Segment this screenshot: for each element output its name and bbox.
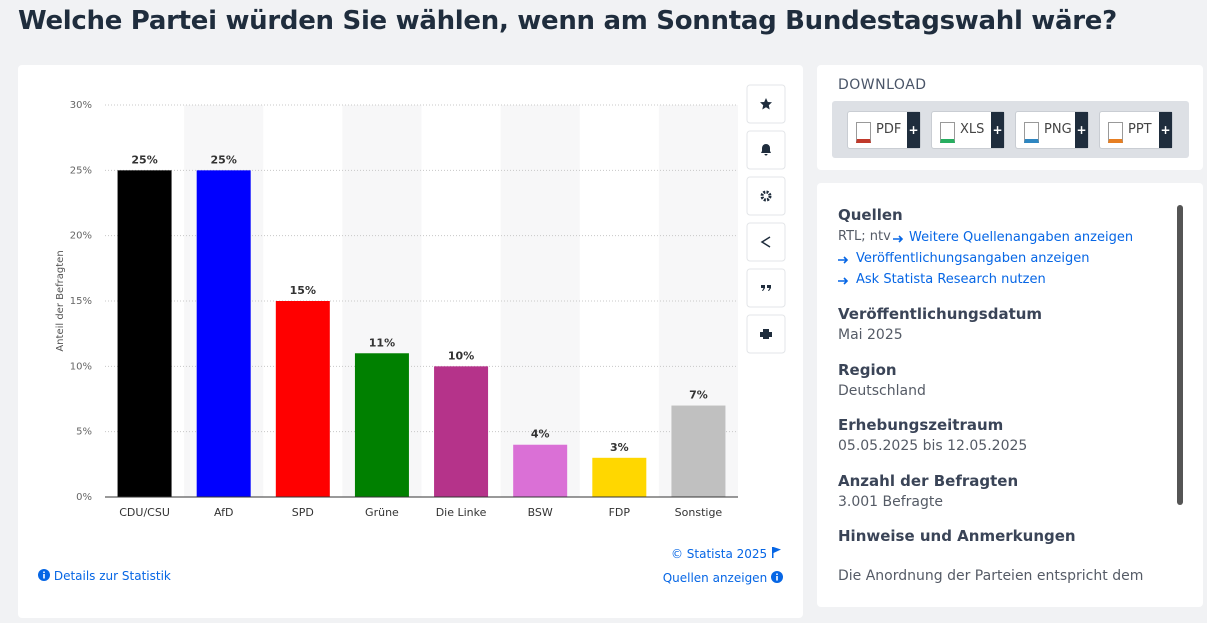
bar <box>354 353 409 497</box>
button-plus[interactable]: + <box>907 112 920 148</box>
source-link[interactable]: Weitere Quellenangaben anzeigen <box>909 230 1134 245</box>
credit[interactable]: © Statista 2025 <box>671 547 781 561</box>
x-tick-label: CDU/CSU <box>119 506 170 519</box>
page-title: Welche Partei würden Sie wählen, wenn am… <box>18 6 1117 36</box>
value-label: 11% <box>369 336 395 349</box>
value-label: 10% <box>448 349 474 362</box>
x-tick-label: BSW <box>528 506 553 519</box>
section-heading: Hinweise und Anmerkungen <box>838 527 1076 545</box>
x-tick-label: AfD <box>214 506 233 519</box>
bar <box>117 170 172 497</box>
value-label: 4% <box>531 428 550 441</box>
y-tick-label: 5% <box>76 427 92 438</box>
section-heading: Anzahl der Befragten <box>838 472 1019 490</box>
section-heading: Veröffentlichungsdatum <box>838 305 1043 323</box>
section-text: Mai 2025 <box>838 327 903 343</box>
download-button[interactable]: PPT + <box>1099 111 1173 149</box>
section-heading: Erhebungszeitraum <box>838 416 1004 434</box>
info-card <box>817 183 1203 607</box>
bar <box>592 457 647 497</box>
y-tick-label: 0% <box>76 492 92 503</box>
details-text[interactable]: Details zur Statistik <box>53 569 171 583</box>
value-label: 25% <box>211 153 237 166</box>
value-label: 15% <box>290 284 316 297</box>
download-button[interactable]: XLS + <box>931 111 1005 149</box>
x-tick-label: Sonstige <box>675 506 723 519</box>
y-tick-label: 30% <box>70 100 92 111</box>
bar <box>275 301 330 497</box>
tool-icon <box>760 236 771 248</box>
chart-card: 0% 5% 10% 15% 20% 25% 30% Anteil der Befragten 2… <box>18 65 803 618</box>
bar <box>434 366 489 497</box>
tool-button-box <box>746 268 786 308</box>
info-icon <box>771 571 783 583</box>
tool-icon <box>761 144 771 156</box>
source-link[interactable]: Ask Statista Research nutzen <box>856 272 1046 287</box>
download-button[interactable]: PDF + <box>847 111 921 149</box>
button-label[interactable]: PNG <box>1044 122 1072 137</box>
credit-text: © Statista 2025 <box>670 547 768 561</box>
bar <box>513 444 568 497</box>
tool-icon <box>760 98 772 110</box>
value-label: 3% <box>610 441 629 454</box>
tool-button[interactable] <box>746 84 786 124</box>
sources-link[interactable]: Quellen anzeigen <box>663 571 783 585</box>
details-link[interactable]: Details zur Statistik <box>38 569 171 583</box>
tool-button[interactable] <box>746 130 786 170</box>
tool-icon <box>760 190 772 202</box>
tool-button[interactable] <box>746 314 786 354</box>
section-heading: Region <box>838 361 897 379</box>
download-title: DOWNLOAD <box>838 77 927 93</box>
file-icon <box>1024 122 1039 143</box>
sources-text[interactable]: Quellen anzeigen <box>662 571 768 585</box>
tool-button-box <box>746 222 786 262</box>
button-label[interactable]: XLS <box>960 122 985 137</box>
file-icon <box>1108 122 1123 143</box>
tool-icon <box>760 329 772 339</box>
section-text: 3.001 Befragte <box>838 494 943 510</box>
download-button[interactable]: PNG + <box>1015 111 1089 149</box>
sources-heading: Quellen <box>838 206 903 224</box>
scrollbar[interactable] <box>1177 205 1183 505</box>
y-tick-label: 10% <box>70 361 92 372</box>
button-plus[interactable]: + <box>991 112 1004 148</box>
sources-text: RTL; ntv <box>838 229 891 244</box>
source-link[interactable]: Veröffentlichungsangaben anzeigen <box>856 251 1090 266</box>
x-tick-label: FDP <box>609 506 631 519</box>
value-label: 25% <box>131 153 157 166</box>
y-axis-title: Anteil der Befragten <box>55 250 66 351</box>
chart: 0% 5% 10% 15% 20% 25% 30% Anteil der Befragten 2… <box>55 84 786 519</box>
tool-button[interactable] <box>746 176 786 216</box>
bar <box>196 170 251 497</box>
bar <box>671 405 726 497</box>
y-tick-label: 20% <box>70 231 92 242</box>
tool-button[interactable] <box>746 222 786 262</box>
button-label[interactable]: PPT <box>1128 122 1152 137</box>
tool-icon <box>761 285 771 291</box>
arrow-icon <box>838 277 849 285</box>
flag-icon <box>772 547 781 558</box>
section-text: Die Anordnung der Parteien entspricht de… <box>838 568 1144 584</box>
button-label[interactable]: PDF <box>876 122 902 137</box>
file-icon <box>940 122 955 143</box>
section-text: 05.05.2025 bis 12.05.2025 <box>838 438 1028 454</box>
section-text: Deutschland <box>838 383 926 399</box>
arrow-icon <box>838 256 849 264</box>
button-plus[interactable]: + <box>1159 112 1172 148</box>
value-label: 7% <box>689 389 708 402</box>
x-tick-label: Die Linke <box>436 506 487 519</box>
button-plus[interactable]: + <box>1075 112 1088 148</box>
tool-button[interactable] <box>746 268 786 308</box>
tool-button-box <box>746 176 786 216</box>
y-tick-label: 15% <box>70 296 92 307</box>
y-tick-label: 25% <box>70 165 92 176</box>
arrow-icon <box>893 235 904 243</box>
file-icon <box>856 122 871 143</box>
x-tick-label: Grüne <box>365 506 399 519</box>
info-icon <box>38 569 50 581</box>
x-tick-label: SPD <box>292 506 314 519</box>
